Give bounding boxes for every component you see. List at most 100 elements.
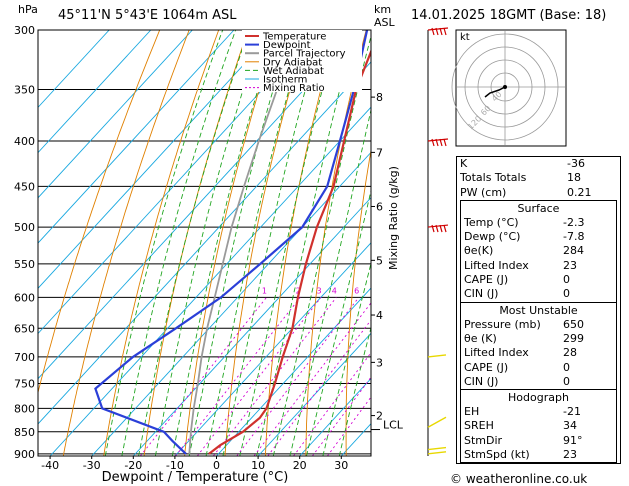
temperature-tick-label: -10 — [166, 459, 184, 472]
hodograph-stat-label: SREH — [464, 419, 494, 433]
hodograph-stat-row: StmSpd (kt) 23 — [461, 448, 616, 462]
temperature-tick-label: -20 — [124, 459, 142, 472]
hodograph-stat-row: SREH 34 — [461, 419, 616, 433]
height-tick-label: 8 — [376, 91, 383, 104]
pressure-tick-label: 750 — [14, 378, 35, 391]
isotherm-line — [38, 30, 235, 244]
isotherm-line — [299, 377, 371, 456]
most-unstable-row: θe (K) 299 — [461, 332, 616, 346]
pressure-tick-label: 800 — [14, 402, 35, 415]
surface-row: CAPE (J) 0 — [461, 273, 616, 287]
wet-adiabat-line — [121, 30, 237, 456]
temperature-line — [208, 48, 371, 455]
hodograph-kt-label: kt — [460, 32, 470, 43]
run-datetime: 14.01.2025 18GMT (Base: 18) — [411, 8, 607, 23]
surface-value: 0 — [563, 273, 570, 287]
height-tick-label: 6 — [376, 200, 383, 213]
most-unstable-label: CAPE (J) — [464, 360, 509, 374]
mixing-ratio-line — [196, 297, 322, 456]
most-unstable-value: 28 — [563, 346, 577, 360]
hodograph-stat-value: 23 — [563, 448, 577, 462]
most-unstable-label: Pressure (mb) — [464, 317, 541, 331]
isotherm-line — [38, 30, 360, 380]
legend-entry: Wet Adiabat — [263, 66, 324, 77]
hodograph-stats-title: Hodograph — [508, 391, 569, 405]
hodograph-trace — [484, 86, 506, 98]
surface-value: -2.3 — [563, 215, 585, 229]
wind-barb-flag — [435, 27, 439, 36]
pressure-tick-label: 550 — [14, 258, 35, 271]
wet-adiabat-line — [289, 108, 371, 456]
surface-list: Temp (°C) -2.3 Dewp (°C) -7.8 θe(K) 284 Lifted… — [461, 216, 616, 302]
surface-label: θe(K) — [464, 244, 494, 258]
most-unstable-row: CIN (J) 0 — [461, 375, 616, 389]
dry-adiabat-line — [62, 30, 190, 456]
index-label: K — [460, 157, 468, 170]
hodograph-stat-label: StmDir — [464, 433, 503, 447]
most-unstable-list: Pressure (mb) 650 θe (K) 299 Lifted Index 28 C… — [461, 318, 616, 389]
wind-barb — [427, 354, 447, 358]
isotherm-line — [38, 30, 193, 199]
wet-adiabat-line — [205, 30, 307, 456]
hodograph-stat-row: EH -21 — [461, 405, 616, 419]
surface-label: Dewp (°C) — [464, 230, 521, 244]
hodograph-stat-row: StmDir 91° — [461, 434, 616, 448]
hodograph-frame — [455, 29, 567, 147]
surface-label: CAPE (J) — [464, 273, 509, 287]
legend-entry: Temperature — [262, 32, 326, 43]
index-row: PW (cm) 0.21 — [457, 186, 620, 200]
index-label: Totals Totals — [460, 171, 527, 185]
plot-frame — [37, 29, 372, 457]
legend-entry: Dewpoint — [263, 40, 311, 51]
mixing-ratio-tick-label: 15 — [406, 286, 416, 295]
surface-row: Temp (°C) -2.3 — [461, 216, 616, 230]
wind-barb — [427, 451, 447, 455]
chart-grid — [38, 30, 371, 456]
x-axis-label: Dewpoint / Temperature (°C) — [102, 470, 289, 485]
hodograph-stat-value: 34 — [563, 419, 577, 433]
most-unstable-row: CAPE (J) 0 — [461, 361, 616, 375]
pressure-tick-label: 350 — [14, 83, 35, 96]
surface-label: Lifted Index — [464, 258, 529, 272]
mixing-ratio-line — [236, 297, 360, 456]
surface-value: 23 — [563, 258, 577, 272]
mixing-ratio-axis-label: Mixing Ratio (g/kg) — [387, 166, 400, 270]
legend-entry: Dry Adiabat — [263, 57, 322, 68]
hodograph-stats-list: EH -21 SREH 34 StmDir 91° StmSpd (kt) 23 — [461, 405, 616, 462]
wind-barb-flag — [443, 27, 447, 36]
hodograph-stat-value: 91° — [563, 433, 583, 447]
index-label: PW (cm) — [460, 185, 507, 199]
temperature-tick-label: 20 — [293, 459, 307, 472]
isotherm-line — [38, 30, 110, 109]
isotherm-line — [49, 106, 371, 456]
mixing-ratio-tick-label: 1 — [262, 286, 267, 295]
index-row: K -36 — [457, 157, 620, 171]
mixing-ratio-line — [175, 297, 301, 456]
indices-panel: K -36 Totals Totals 18 PW (cm) 0.21 Surface T… — [456, 156, 621, 465]
height-tick-label: 5 — [376, 254, 383, 267]
dry-adiabat-line — [184, 30, 279, 456]
isotherm-line — [38, 30, 276, 289]
wind-barb-flag — [431, 27, 435, 36]
hodograph-stat-value: -21 — [563, 405, 581, 419]
mixing-ratio-tick-label: 6 — [354, 286, 359, 295]
surface-box: Surface Temp (°C) -2.3 Dewp (°C) -7.8 θe(K) 2… — [460, 199, 617, 302]
wet-adiabat-line — [306, 188, 371, 456]
height-tick-label: 3 — [376, 356, 383, 369]
mixing-ratio-line — [212, 297, 337, 456]
dry-adiabat-line — [103, 30, 220, 456]
index-row: Totals Totals 18 — [457, 171, 620, 185]
surface-row: CIN (J) 0 — [461, 287, 616, 301]
most-unstable-value: 299 — [563, 331, 584, 345]
mixing-ratio-tick-label: 25 — [438, 286, 448, 295]
wind-barb-flag — [439, 138, 443, 147]
pressure-axis-unit: hPa — [18, 3, 38, 16]
surface-row: Lifted Index 23 — [461, 259, 616, 273]
wet-adiabat-line — [272, 34, 371, 456]
surface-row: θe(K) 284 — [461, 244, 616, 258]
surface-value: 0 — [563, 287, 570, 301]
pressure-tick-label: 700 — [14, 351, 35, 364]
isotherm-line — [132, 196, 371, 456]
